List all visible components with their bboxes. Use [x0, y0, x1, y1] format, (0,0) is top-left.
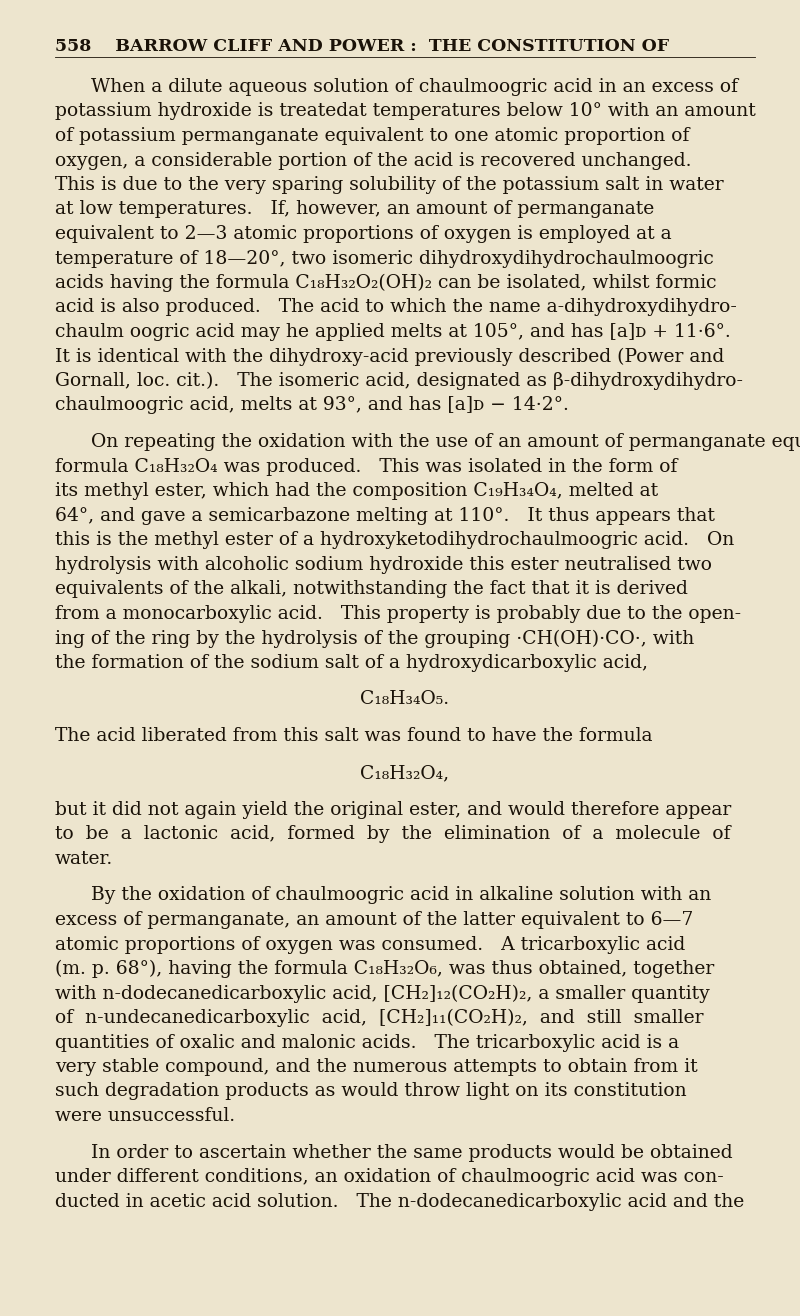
Text: Gornall, loc. cit.).   The isomeric acid, designated as β-dihydroxydihydro-: Gornall, loc. cit.). The isomeric acid, …	[55, 372, 743, 391]
Text: temperature of 18—20°, two isomeric dihydroxydihydrochaulmoogric: temperature of 18—20°, two isomeric dihy…	[55, 250, 714, 267]
Text: excess of permanganate, an amount of the latter equivalent to 6—7: excess of permanganate, an amount of the…	[55, 911, 694, 929]
Text: potassium hydroxide is treatedat temperatures below 10° with an amount: potassium hydroxide is treatedat tempera…	[55, 103, 756, 121]
Text: with n-dodecanedicarboxylic acid, [CH₂]₁₂(CO₂H)₂, a smaller quantity: with n-dodecanedicarboxylic acid, [CH₂]₁…	[55, 984, 710, 1003]
Text: This is due to the very sparing solubility of the potassium salt in water: This is due to the very sparing solubili…	[55, 176, 724, 193]
Text: hydrolysis with alcoholic sodium hydroxide this ester neutralised two: hydrolysis with alcoholic sodium hydroxi…	[55, 555, 712, 574]
Text: quantities of oxalic and malonic acids.   The tricarboxylic acid is a: quantities of oxalic and malonic acids. …	[55, 1033, 679, 1051]
Text: this is the methyl ester of a hydroxyketodihydrochaulmoogric acid.   On: this is the methyl ester of a hydroxyket…	[55, 532, 734, 549]
Text: C₁₈H₃₄O₅.: C₁₈H₃₄O₅.	[361, 691, 450, 708]
Text: chaulm oogric acid may he applied melts at 105°, and has [a]ᴅ + 11·6°.: chaulm oogric acid may he applied melts …	[55, 322, 730, 341]
Text: oxygen, a considerable portion of the acid is recovered unchanged.: oxygen, a considerable portion of the ac…	[55, 151, 691, 170]
Text: acid is also produced.   The acid to which the name a-dihydroxydihydro-: acid is also produced. The acid to which…	[55, 299, 737, 317]
Text: from a monocarboxylic acid.   This property is probably due to the open-: from a monocarboxylic acid. This propert…	[55, 605, 741, 622]
Text: ducted in acetic acid solution.   The n-dodecanedicarboxylic acid and the: ducted in acetic acid solution. The n-do…	[55, 1192, 744, 1211]
Text: 64°, and gave a semicarbazone melting at 110°.   It thus appears that: 64°, and gave a semicarbazone melting at…	[55, 507, 715, 525]
Text: but it did not again yield the original ester, and would therefore appear: but it did not again yield the original …	[55, 800, 731, 819]
Text: such degradation products as would throw light on its constitution: such degradation products as would throw…	[55, 1083, 686, 1100]
Text: equivalent to 2—3 atomic proportions of oxygen is employed at a: equivalent to 2—3 atomic proportions of …	[55, 225, 672, 243]
Text: to  be  a  lactonic  acid,  formed  by  the  elimination  of  a  molecule  of: to be a lactonic acid, formed by the eli…	[55, 825, 730, 844]
Text: its methyl ester, which had the composition C₁₉H₃₄O₄, melted at: its methyl ester, which had the composit…	[55, 482, 658, 500]
Text: 558    BARROW CLIFF AND POWER :  THE CONSTITUTION OF: 558 BARROW CLIFF AND POWER : THE CONSTIT…	[55, 38, 669, 55]
Text: very stable compound, and the numerous attempts to obtain from it: very stable compound, and the numerous a…	[55, 1058, 698, 1076]
Text: (m. p. 68°), having the formula C₁₈H₃₂O₆, was thus obtained, together: (m. p. 68°), having the formula C₁₈H₃₂O₆…	[55, 959, 714, 978]
Text: at low temperatures.   If, however, an amount of permanganate: at low temperatures. If, however, an amo…	[55, 200, 654, 218]
Text: were unsuccessful.: were unsuccessful.	[55, 1107, 235, 1125]
Text: When a dilute aqueous solution of chaulmoogric acid in an excess of: When a dilute aqueous solution of chaulm…	[91, 78, 738, 96]
Text: In order to ascertain whether the same products would be obtained: In order to ascertain whether the same p…	[91, 1144, 733, 1162]
Text: of  n-undecanedicarboxylic  acid,  [CH₂]₁₁(CO₂H)₂,  and  still  smaller: of n-undecanedicarboxylic acid, [CH₂]₁₁(…	[55, 1009, 703, 1028]
Text: formula C₁₈H₃₂O₄ was produced.   This was isolated in the form of: formula C₁₈H₃₂O₄ was produced. This was …	[55, 458, 678, 476]
Text: It is identical with the dihydroxy-acid previously described (Power and: It is identical with the dihydroxy-acid …	[55, 347, 724, 366]
Text: under different conditions, an oxidation of chaulmoogric acid was con-: under different conditions, an oxidation…	[55, 1169, 724, 1186]
Text: equivalents of the alkali, notwithstanding the fact that it is derived: equivalents of the alkali, notwithstandi…	[55, 580, 688, 599]
Text: of potassium permanganate equivalent to one atomic proportion of: of potassium permanganate equivalent to …	[55, 128, 690, 145]
Text: acids having the formula C₁₈H₃₂O₂(OH)₂ can be isolated, whilst formic: acids having the formula C₁₈H₃₂O₂(OH)₂ c…	[55, 274, 717, 292]
Text: ing of the ring by the hydrolysis of the grouping ·CH(OH)·CO·, with: ing of the ring by the hydrolysis of the…	[55, 629, 694, 647]
Text: On repeating the oxidation with the use of an amount of permanganate equivalent : On repeating the oxidation with the use …	[91, 433, 800, 451]
Text: the formation of the sodium salt of a hydroxydicarboxylic acid,: the formation of the sodium salt of a hy…	[55, 654, 648, 671]
Text: By the oxidation of chaulmoogric acid in alkaline solution with an: By the oxidation of chaulmoogric acid in…	[91, 887, 711, 904]
Text: C₁₈H₃₂O₄,: C₁₈H₃₂O₄,	[361, 765, 450, 782]
Text: atomic proportions of oxygen was consumed.   A tricarboxylic acid: atomic proportions of oxygen was consume…	[55, 936, 686, 954]
Text: chaulmoogric acid, melts at 93°, and has [a]ᴅ − 14·2°.: chaulmoogric acid, melts at 93°, and has…	[55, 396, 569, 415]
Text: The acid liberated from this salt was found to have the formula: The acid liberated from this salt was fo…	[55, 728, 653, 745]
Text: water.: water.	[55, 850, 114, 867]
